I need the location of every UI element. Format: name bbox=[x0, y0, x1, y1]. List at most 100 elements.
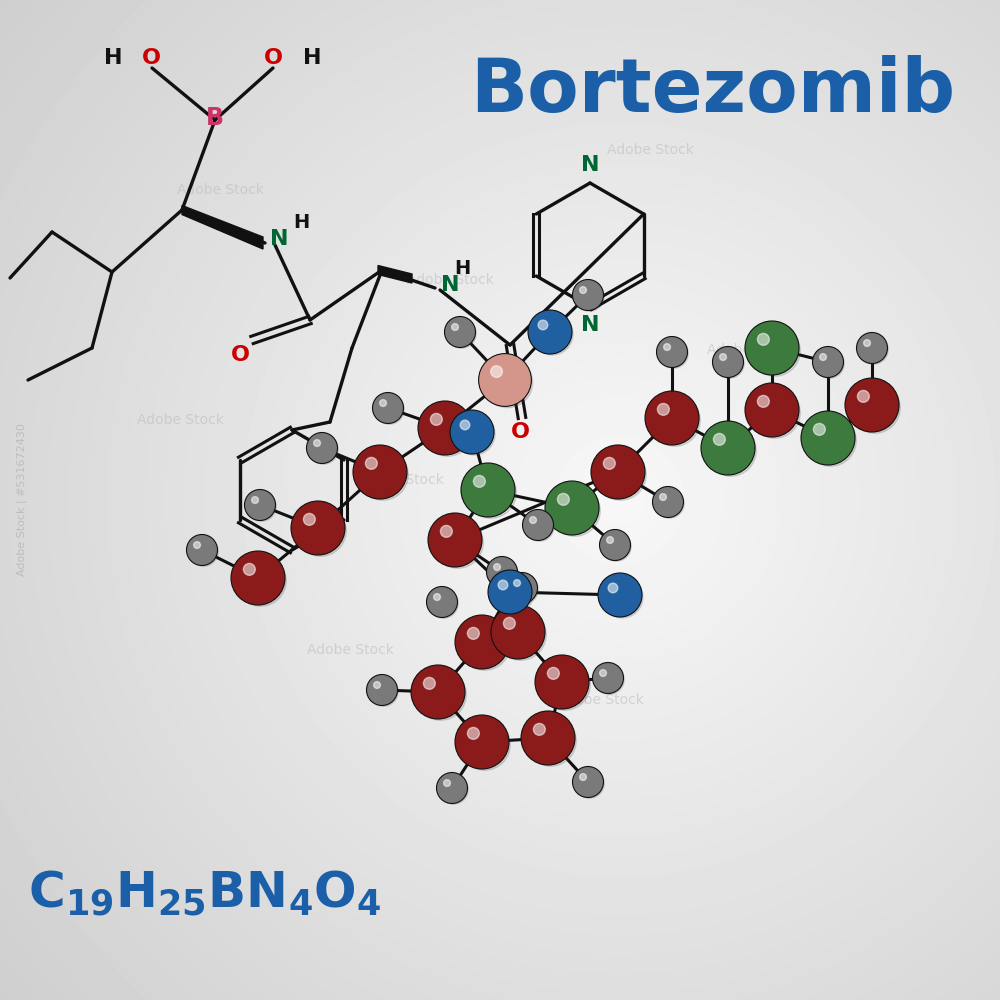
Text: N: N bbox=[581, 155, 599, 175]
Text: Adobe Stock: Adobe Stock bbox=[607, 143, 693, 157]
Circle shape bbox=[432, 517, 483, 568]
Circle shape bbox=[603, 457, 615, 469]
Circle shape bbox=[595, 665, 624, 694]
Circle shape bbox=[483, 358, 533, 408]
Circle shape bbox=[479, 354, 531, 406]
Circle shape bbox=[353, 445, 407, 499]
Polygon shape bbox=[378, 265, 412, 283]
Circle shape bbox=[539, 659, 590, 710]
Circle shape bbox=[607, 537, 613, 543]
Circle shape bbox=[820, 354, 826, 360]
Text: Bortezomib: Bortezomib bbox=[470, 55, 955, 128]
Circle shape bbox=[507, 572, 538, 603]
Circle shape bbox=[244, 489, 276, 520]
Circle shape bbox=[186, 534, 218, 566]
Text: Adobe Stock: Adobe Stock bbox=[407, 273, 493, 287]
Circle shape bbox=[575, 282, 604, 311]
Circle shape bbox=[757, 333, 769, 345]
Circle shape bbox=[557, 493, 569, 505]
Circle shape bbox=[545, 481, 599, 535]
Circle shape bbox=[366, 674, 398, 706]
Circle shape bbox=[608, 583, 618, 593]
Circle shape bbox=[701, 421, 755, 475]
Circle shape bbox=[601, 576, 643, 618]
Text: Adobe Stock: Adobe Stock bbox=[137, 413, 223, 427]
Circle shape bbox=[491, 366, 502, 377]
Circle shape bbox=[598, 573, 642, 617]
Circle shape bbox=[815, 349, 844, 378]
Circle shape bbox=[530, 517, 536, 523]
Circle shape bbox=[423, 677, 435, 689]
Text: $\mathbf{C_{19}H_{25}BN_4O_4}$: $\mathbf{C_{19}H_{25}BN_4O_4}$ bbox=[28, 869, 381, 918]
Text: O: O bbox=[142, 48, 161, 68]
Text: Adobe Stock: Adobe Stock bbox=[357, 473, 443, 487]
Circle shape bbox=[549, 485, 600, 536]
Text: Adobe Stock: Adobe Stock bbox=[557, 693, 643, 707]
Circle shape bbox=[447, 319, 476, 348]
Circle shape bbox=[303, 513, 315, 525]
Circle shape bbox=[309, 435, 338, 464]
Circle shape bbox=[857, 390, 869, 402]
Circle shape bbox=[489, 559, 518, 588]
Circle shape bbox=[813, 423, 825, 435]
Circle shape bbox=[486, 556, 518, 587]
Circle shape bbox=[459, 619, 510, 670]
Circle shape bbox=[440, 525, 452, 537]
Text: O: O bbox=[264, 48, 283, 68]
Circle shape bbox=[494, 564, 500, 570]
Circle shape bbox=[522, 510, 554, 540]
Text: B: B bbox=[206, 106, 224, 130]
Text: Adobe Stock: Adobe Stock bbox=[707, 343, 793, 357]
Circle shape bbox=[859, 335, 888, 364]
Text: N: N bbox=[581, 315, 599, 335]
Circle shape bbox=[306, 432, 338, 464]
Circle shape bbox=[533, 723, 545, 735]
Circle shape bbox=[655, 489, 684, 518]
Circle shape bbox=[459, 719, 510, 770]
Circle shape bbox=[720, 354, 726, 360]
Circle shape bbox=[531, 313, 573, 355]
Circle shape bbox=[380, 400, 386, 406]
Circle shape bbox=[602, 532, 631, 561]
Text: N: N bbox=[270, 229, 288, 249]
Circle shape bbox=[415, 669, 466, 720]
Circle shape bbox=[365, 457, 377, 469]
Circle shape bbox=[572, 766, 604, 798]
Circle shape bbox=[444, 316, 476, 348]
Circle shape bbox=[460, 420, 470, 430]
Circle shape bbox=[235, 555, 286, 606]
Circle shape bbox=[374, 682, 380, 688]
Circle shape bbox=[491, 573, 533, 615]
Circle shape bbox=[498, 580, 508, 590]
Circle shape bbox=[705, 425, 756, 476]
Text: H: H bbox=[303, 48, 322, 68]
Circle shape bbox=[430, 413, 442, 425]
Circle shape bbox=[592, 662, 624, 694]
Circle shape bbox=[845, 378, 899, 432]
Circle shape bbox=[461, 463, 515, 517]
Circle shape bbox=[453, 413, 495, 455]
Circle shape bbox=[572, 279, 604, 310]
Circle shape bbox=[434, 594, 440, 600]
Circle shape bbox=[600, 670, 606, 676]
Circle shape bbox=[580, 287, 586, 293]
Circle shape bbox=[595, 449, 646, 500]
Circle shape bbox=[659, 339, 688, 368]
Polygon shape bbox=[182, 206, 263, 249]
Circle shape bbox=[491, 605, 545, 659]
Circle shape bbox=[521, 711, 575, 765]
Text: N: N bbox=[441, 275, 459, 295]
Circle shape bbox=[455, 715, 509, 769]
Circle shape bbox=[757, 395, 769, 407]
Circle shape bbox=[652, 487, 684, 518]
Circle shape bbox=[864, 340, 870, 346]
Circle shape bbox=[488, 570, 532, 614]
Text: Adobe Stock: Adobe Stock bbox=[307, 643, 393, 657]
Circle shape bbox=[509, 575, 538, 604]
Circle shape bbox=[745, 383, 799, 437]
Circle shape bbox=[575, 769, 604, 798]
Text: Adobe Stock | #531672430: Adobe Stock | #531672430 bbox=[17, 424, 27, 576]
Circle shape bbox=[745, 321, 799, 375]
Circle shape bbox=[600, 530, 631, 560]
Circle shape bbox=[247, 492, 276, 521]
